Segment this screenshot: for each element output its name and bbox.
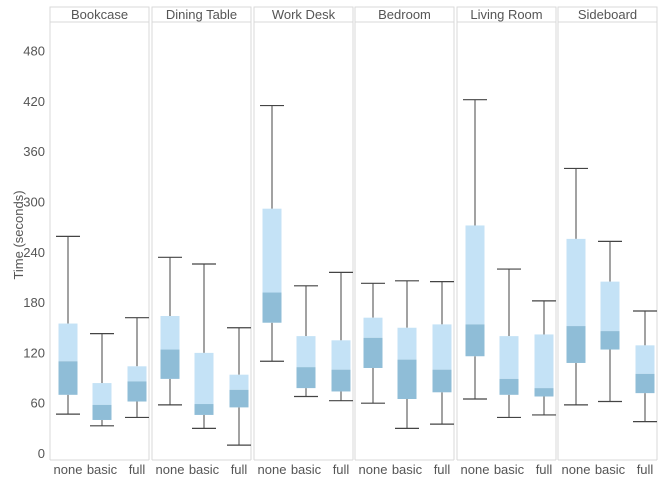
box-upper-5-1 <box>600 281 620 332</box>
x-tick-label-0-0: none <box>54 462 83 477</box>
x-tick-label-4-0: none <box>461 462 490 477</box>
box-upper-0-1 <box>92 383 112 405</box>
x-tick-label-2-1: basic <box>291 462 322 477</box>
label-layer: Time (seconds) Bookcase none basic full Dini… <box>11 7 653 477</box>
box-upper-3-0 <box>363 317 383 338</box>
box-lower-5-2 <box>635 373 655 394</box>
box-upper-1-0 <box>160 316 180 350</box>
facet-title-5: Sideboard <box>578 7 637 22</box>
x-tick-label-1-2: full <box>231 462 248 477</box>
box-lower-2-2 <box>331 369 351 392</box>
x-tick-label-2-2: full <box>333 462 350 477</box>
box-lower-0-1 <box>92 404 112 420</box>
box-lower-3-0 <box>363 337 383 368</box>
box-upper-2-1 <box>296 336 316 368</box>
facet-title-4: Living Room <box>470 7 542 22</box>
facet-header-2 <box>253 6 354 23</box>
box-lower-1-1 <box>194 404 214 415</box>
box-upper-0-2 <box>127 366 147 382</box>
facet-title-0: Bookcase <box>71 7 128 22</box>
x-tick-label-4-1: basic <box>494 462 525 477</box>
box-upper-0-0 <box>58 323 78 362</box>
box-upper-1-2 <box>229 374 249 390</box>
box-lower-3-1 <box>397 359 417 400</box>
facet-header-3 <box>354 6 455 23</box>
y-axis-title: Time (seconds) <box>11 190 26 279</box>
x-tick-label-5-1: basic <box>595 462 626 477</box>
facet-bands <box>49 6 658 461</box>
box-upper-3-1 <box>397 327 417 360</box>
box-upper-2-2 <box>331 340 351 370</box>
y-tick-label-4: 240 <box>23 245 45 260</box>
facet-header-0 <box>49 6 150 23</box>
x-tick-label-2-0: none <box>258 462 287 477</box>
facet-header-5 <box>557 6 658 23</box>
y-tick-label-3: 180 <box>23 295 45 310</box>
y-tick-label-1: 60 <box>31 396 45 411</box>
x-tick-label-5-2: full <box>637 462 654 477</box>
facet-header-4 <box>456 6 557 23</box>
box-upper-2-0 <box>262 208 282 293</box>
box-layer <box>56 99 657 446</box>
x-tick-label-3-0: none <box>359 462 388 477</box>
box-lower-0-0 <box>58 361 78 395</box>
y-tick-label-6: 360 <box>23 144 45 159</box>
box-lower-4-2 <box>534 388 554 397</box>
box-upper-4-0 <box>465 225 485 325</box>
box-lower-3-2 <box>432 369 452 393</box>
facet-title-1: Dining Table <box>166 7 237 22</box>
x-tick-label-3-1: basic <box>392 462 423 477</box>
box-upper-3-2 <box>432 324 452 370</box>
x-tick-label-0-1: basic <box>87 462 118 477</box>
box-lower-4-1 <box>499 378 519 395</box>
facet-title-3: Bedroom <box>378 7 431 22</box>
y-tick-label-5: 300 <box>23 194 45 209</box>
x-tick-label-1-1: basic <box>189 462 220 477</box>
x-tick-label-3-2: full <box>434 462 451 477</box>
box-lower-1-2 <box>229 389 249 408</box>
y-tick-label-8: 480 <box>23 44 45 59</box>
x-tick-label-5-0: none <box>562 462 591 477</box>
box-lower-0-2 <box>127 381 147 402</box>
x-tick-label-4-2: full <box>536 462 553 477</box>
box-lower-4-0 <box>465 324 485 357</box>
box-upper-5-2 <box>635 345 655 374</box>
box-lower-5-1 <box>600 331 620 350</box>
facet-header-1 <box>151 6 252 23</box>
box-lower-2-0 <box>262 292 282 323</box>
x-tick-label-0-2: full <box>129 462 146 477</box>
box-upper-5-0 <box>566 238 586 327</box>
box-lower-2-1 <box>296 367 316 389</box>
box-upper-4-1 <box>499 336 519 379</box>
box-upper-1-1 <box>194 352 214 405</box>
box-lower-1-0 <box>160 349 180 379</box>
y-tick-label-2: 120 <box>23 345 45 360</box>
facet-title-2: Work Desk <box>272 7 336 22</box>
x-tick-label-1-0: none <box>156 462 185 477</box>
box-lower-5-0 <box>566 326 586 363</box>
y-tick-label-0: 0 <box>38 446 45 461</box>
box-upper-4-2 <box>534 334 554 389</box>
y-tick-label-7: 420 <box>23 94 45 109</box>
